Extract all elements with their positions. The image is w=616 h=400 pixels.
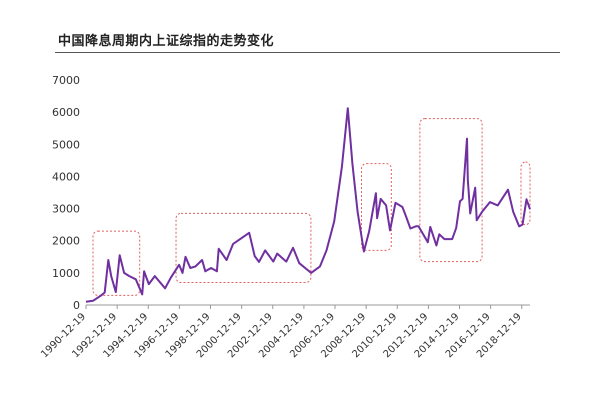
highlight-box bbox=[419, 118, 483, 263]
highlight-box bbox=[92, 230, 141, 296]
highlight-box bbox=[361, 163, 392, 251]
index-series-line bbox=[85, 107, 531, 303]
y-tick-label: 2000 bbox=[52, 235, 80, 248]
y-tick-label: 0 bbox=[73, 299, 80, 312]
y-tick-label: 3000 bbox=[52, 203, 80, 216]
y-tick-label: 5000 bbox=[52, 138, 80, 151]
y-tick-label: 6000 bbox=[52, 106, 80, 119]
y-tick-label: 7000 bbox=[52, 74, 80, 87]
y-tick-label: 4000 bbox=[52, 170, 80, 183]
highlight-boxes bbox=[92, 118, 531, 296]
chart-title: 中国降息周期内上证综指的走势变化 bbox=[58, 34, 275, 49]
highlight-box bbox=[175, 212, 312, 283]
series-layer bbox=[85, 107, 531, 303]
highlight-box bbox=[520, 161, 531, 226]
title-underline bbox=[55, 52, 560, 53]
y-tick-label: 1000 bbox=[52, 267, 80, 280]
axes: 010002000300040005000600070001990-12-191… bbox=[39, 74, 530, 360]
